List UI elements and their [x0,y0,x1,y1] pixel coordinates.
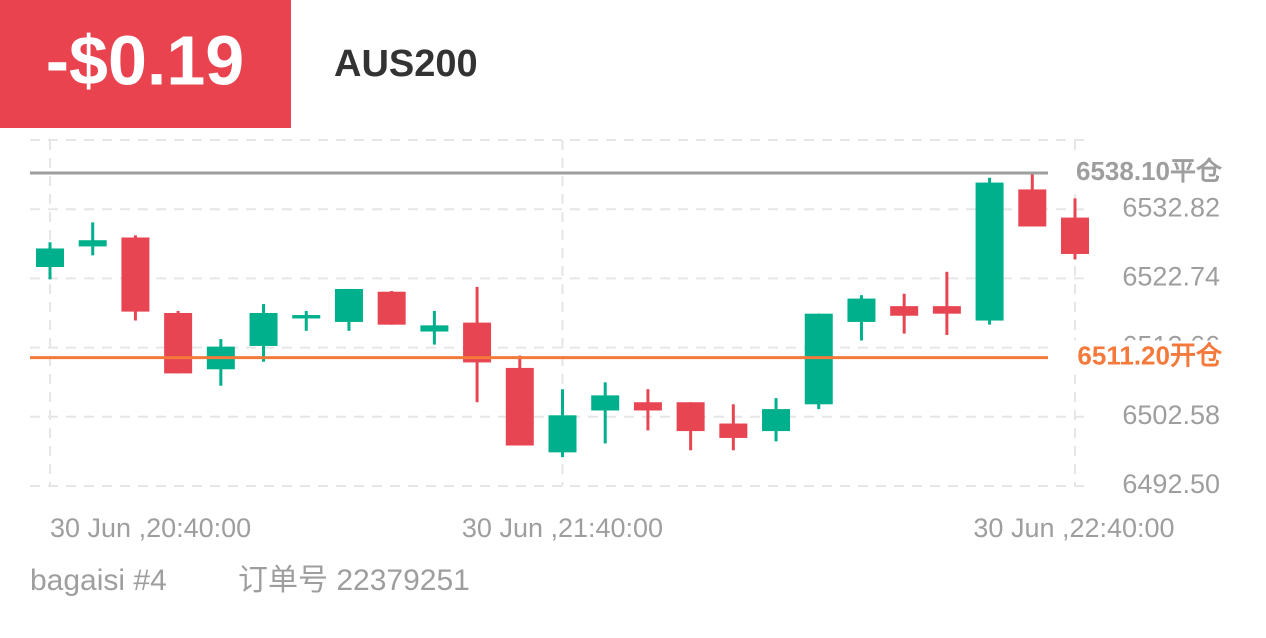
y-tick-label: 6522.74 [1122,262,1220,292]
pnl: -$0.19 [46,21,244,99]
candle-body [121,237,150,312]
x-tick-label: 30 Jun ,21:40:00 [462,513,663,543]
candle-body [975,182,1004,321]
price-value: 6511.20 [1077,340,1170,370]
symbol: AUS200 [334,43,478,85]
y-tick-label: 6492.50 [1122,469,1220,499]
candle-body [762,409,791,432]
candle-body [420,325,449,332]
price-tag: 平仓 [1170,156,1223,186]
candle-body [1061,217,1089,254]
price-tag: 开仓 [1170,340,1223,370]
account: bagaisi #4 [30,564,167,597]
y-tick-label: 6532.82 [1122,192,1220,222]
candle-body [932,306,961,314]
candle-body [676,402,705,432]
candle-body [249,313,278,346]
candle-body [292,315,321,319]
price-value: 6538.10 [1076,156,1170,186]
candle-body [633,402,662,411]
candle-body [505,367,534,446]
candle-body [847,298,876,322]
price-label: 6538.10平仓 [1076,156,1223,186]
pnl-box [0,0,291,128]
candle-body [377,291,406,325]
candle-body [548,415,577,453]
candle-body [334,288,363,322]
order: 订单号 22379251 [238,564,470,597]
candle-body [78,240,107,247]
price-label-bg [1050,155,1225,190]
candle-body [36,248,64,268]
candle-body [1018,189,1047,227]
candle-body [164,313,193,374]
candle-body [890,306,919,316]
candle-body [591,395,620,411]
x-tick-label: 30 Jun ,22:40:00 [973,513,1174,543]
x-tick-label: 30 Jun ,20:40:00 [50,513,251,543]
price-label: 6511.20开仓 [1077,340,1223,370]
candle-body [719,423,748,438]
candle-body [463,322,492,363]
price-label-bg [1050,340,1225,375]
y-tick-label: 6502.58 [1122,400,1220,430]
